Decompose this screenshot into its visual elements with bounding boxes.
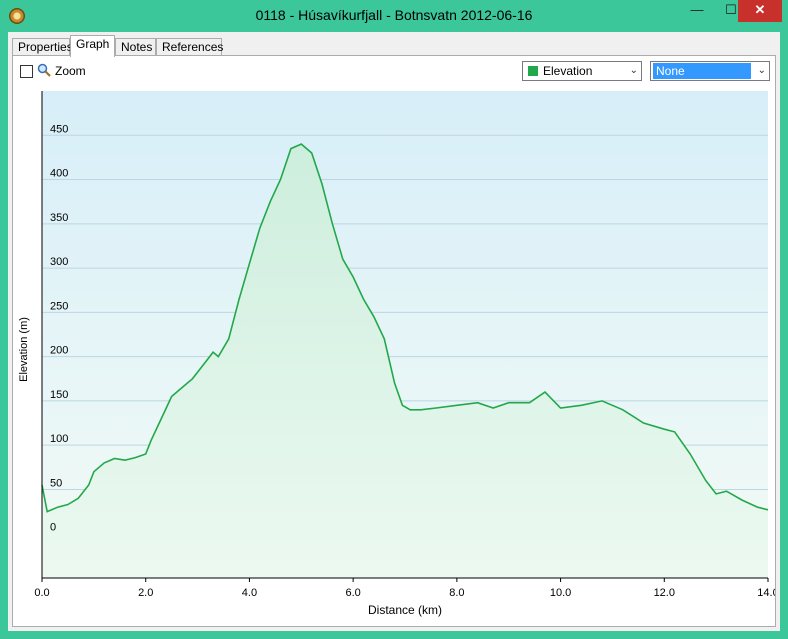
elevation-line	[41, 143, 769, 513]
y-tick-label: 0	[50, 522, 56, 534]
y-tick-label: 250	[50, 300, 68, 312]
y-tick-label: 450	[50, 123, 68, 135]
x-tick-label: 4.0	[242, 587, 257, 599]
x-tick-label: 8.0	[449, 587, 464, 599]
x-tick-label: 14.0	[757, 587, 775, 599]
y-axis-label: Elevation (m)	[18, 317, 30, 382]
elevation-area	[42, 144, 768, 578]
y-tick-label: 150	[50, 389, 68, 401]
x-axis-label: Distance (km)	[368, 603, 442, 617]
axes	[41, 91, 769, 582]
minimize-button[interactable]: —	[690, 2, 704, 17]
y-tick-label: 100	[50, 433, 68, 445]
zoom-checkbox[interactable]	[20, 65, 33, 78]
compare-dropdown[interactable]: None ⌄	[650, 61, 770, 81]
series-dropdown-value: Elevation	[543, 64, 593, 78]
y-tick-labels: 0 50 100 150 200 250 300 350 400 450	[50, 123, 68, 533]
title-bar[interactable]: 0118 - Húsavíkurfjall - Botnsvatn 2012-0…	[0, 0, 788, 32]
series-dropdown[interactable]: Elevation ⌄	[522, 61, 642, 81]
chevron-down-icon: ⌄	[757, 65, 766, 76]
x-tick-label: 6.0	[345, 587, 360, 599]
y-tick-label: 350	[50, 212, 68, 224]
x-tick-label: 10.0	[550, 587, 571, 599]
x-tick-label: 0.0	[34, 587, 49, 599]
x-tick-labels: 0.0 2.0 4.0 6.0 8.0 10.0 12.0 14.0	[34, 587, 775, 599]
magnifier-icon	[37, 63, 51, 77]
graph-panel: Zoom Elevation ⌄ None ⌄	[12, 55, 776, 627]
tab-properties[interactable]: Properties	[12, 38, 73, 56]
compare-dropdown-value: None	[653, 63, 751, 79]
app-logo-icon	[9, 8, 25, 24]
y-tick-label: 50	[50, 477, 62, 489]
y-tick-label: 200	[50, 345, 68, 357]
close-button[interactable]: ✕	[738, 0, 782, 22]
zoom-label: Zoom	[55, 64, 86, 78]
chevron-down-icon: ⌄	[629, 65, 638, 76]
window-title: 0118 - Húsavíkurfjall - Botnsvatn 2012-0…	[255, 7, 533, 23]
elevation-chart[interactable]: 0 50 100 150 200 250 300 350 400 450 0.0 2.0 4.0 6.0…	[13, 56, 775, 626]
tab-references[interactable]: References	[156, 38, 223, 56]
x-tick-label: 12.0	[654, 587, 675, 599]
maximize-button[interactable]: ☐	[725, 2, 737, 17]
tab-notes[interactable]: Notes	[115, 38, 156, 56]
y-tick-label: 300	[50, 256, 68, 268]
tab-graph[interactable]: Graph	[70, 35, 115, 57]
series-color-swatch	[528, 66, 538, 76]
y-tick-label: 400	[50, 168, 68, 180]
x-tick-label: 2.0	[138, 587, 153, 599]
client-area: Properties Graph Notes References Zoom E…	[8, 32, 780, 631]
